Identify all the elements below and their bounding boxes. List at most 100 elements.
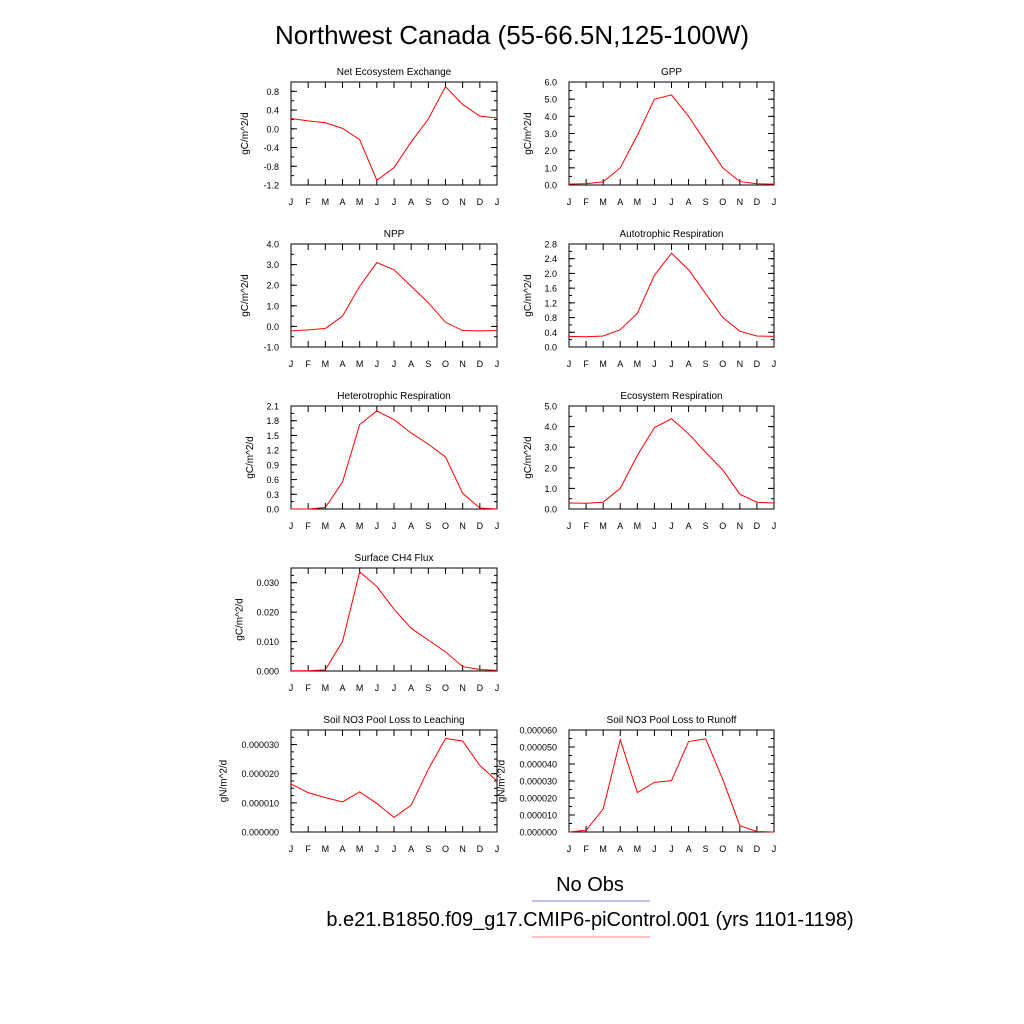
- chart-title: Net Ecosystem Exchange: [337, 67, 452, 78]
- x-tick-label: N: [459, 359, 466, 369]
- x-tick-label: N: [737, 844, 744, 854]
- x-tick-label: F: [305, 197, 311, 207]
- y-tick-label: 0.4: [266, 106, 279, 116]
- series-line: [290, 85, 498, 182]
- y-tick-label: 0.4: [544, 328, 557, 338]
- y-tick-label: 0.6: [266, 475, 279, 485]
- y-tick-label: 0.010: [256, 637, 279, 647]
- y-tick-label: 1.2: [266, 446, 279, 456]
- x-tick-label: J: [669, 521, 674, 531]
- x-tick-label: F: [583, 844, 589, 854]
- x-tick-label: J: [772, 359, 777, 369]
- x-tick-label: J: [289, 683, 294, 693]
- x-tick-label: F: [305, 359, 311, 369]
- chart-title: Autotrophic Respiration: [620, 229, 724, 240]
- x-tick-label: M: [356, 197, 364, 207]
- x-tick-label: J: [567, 359, 572, 369]
- y-tick-label: 0.0: [544, 505, 557, 515]
- x-tick-label: J: [495, 197, 500, 207]
- x-tick-label: D: [477, 197, 484, 207]
- y-tick-label: 0.000050: [519, 743, 557, 753]
- x-tick-label: A: [686, 359, 692, 369]
- x-tick-label: J: [289, 359, 294, 369]
- x-tick-label: A: [408, 683, 414, 693]
- x-tick-label: A: [408, 359, 414, 369]
- x-tick-label: J: [652, 197, 657, 207]
- x-tick-label: J: [567, 521, 572, 531]
- y-tick-label: 0.000040: [519, 760, 557, 770]
- x-tick-label: M: [599, 359, 607, 369]
- x-tick-label: D: [754, 521, 761, 531]
- y-tick-label: 1.0: [544, 484, 557, 494]
- y-tick-label: -1.0: [263, 343, 279, 353]
- x-tick-label: M: [322, 197, 330, 207]
- x-tick-label: N: [459, 844, 466, 854]
- x-tick-label: J: [375, 521, 380, 531]
- x-tick-label: J: [392, 844, 397, 854]
- chart-title: Heterotrophic Respiration: [337, 391, 450, 402]
- y-axis-label: gN/m^2/d: [219, 760, 230, 803]
- y-tick-label: 2.0: [266, 281, 279, 291]
- y-tick-label: 0.8: [544, 313, 557, 323]
- x-tick-label: F: [305, 683, 311, 693]
- x-tick-label: J: [289, 521, 294, 531]
- plot-frame: [290, 81, 498, 186]
- y-tick-label: 0.000060: [519, 726, 557, 736]
- chart-title: Surface CH4 Flux: [355, 553, 434, 564]
- y-tick-label: 0.0: [544, 343, 557, 353]
- x-tick-label: S: [703, 197, 709, 207]
- x-tick-label: S: [425, 844, 431, 854]
- x-tick-label: M: [599, 844, 607, 854]
- x-tick-label: J: [567, 844, 572, 854]
- x-tick-label: A: [617, 359, 623, 369]
- y-tick-label: 1.2: [544, 298, 557, 308]
- series-line: [568, 738, 775, 833]
- x-tick-label: J: [669, 844, 674, 854]
- x-tick-label: A: [617, 521, 623, 531]
- y-tick-label: -0.8: [263, 162, 279, 172]
- y-tick-label: 0.030: [256, 578, 279, 588]
- x-tick-label: A: [408, 521, 414, 531]
- y-tick-label: 1.6: [544, 284, 557, 294]
- x-tick-label: M: [322, 521, 330, 531]
- y-tick-label: -0.4: [263, 143, 279, 153]
- x-tick-label: M: [356, 359, 364, 369]
- x-tick-label: M: [634, 521, 642, 531]
- y-tick-label: 1.0: [544, 163, 557, 173]
- x-tick-label: O: [442, 683, 449, 693]
- y-tick-label: 0.000000: [519, 828, 557, 838]
- series-line: [568, 252, 775, 338]
- y-axis-label: gC/m^2/d: [523, 436, 534, 479]
- x-tick-label: J: [495, 844, 500, 854]
- plot-frame: [568, 243, 775, 348]
- x-tick-label: J: [375, 844, 380, 854]
- y-tick-label: 0.000: [256, 667, 279, 677]
- plot-frame: [568, 81, 775, 186]
- y-tick-label: 6.0: [544, 78, 557, 88]
- x-tick-label: D: [477, 683, 484, 693]
- y-axis-label: gC/m^2/d: [245, 436, 256, 479]
- x-tick-label: A: [408, 844, 414, 854]
- x-tick-label: F: [583, 521, 589, 531]
- x-tick-label: M: [599, 197, 607, 207]
- x-tick-label: A: [686, 844, 692, 854]
- y-tick-label: 2.4: [544, 254, 557, 264]
- x-tick-label: O: [719, 521, 726, 531]
- y-tick-label: 0.3: [266, 490, 279, 500]
- x-tick-label: A: [339, 521, 345, 531]
- x-tick-label: S: [425, 683, 431, 693]
- legend-label-obs: No Obs: [556, 874, 624, 896]
- x-tick-label: F: [305, 844, 311, 854]
- y-tick-label: 5.0: [544, 95, 557, 105]
- y-axis-label: gC/m^2/d: [523, 112, 534, 155]
- legend-label-model: b.e21.B1850.f09_g17.CMIP6-piControl.001 …: [326, 909, 853, 931]
- x-tick-label: J: [772, 844, 777, 854]
- x-tick-label: D: [754, 844, 761, 854]
- x-tick-label: F: [305, 521, 311, 531]
